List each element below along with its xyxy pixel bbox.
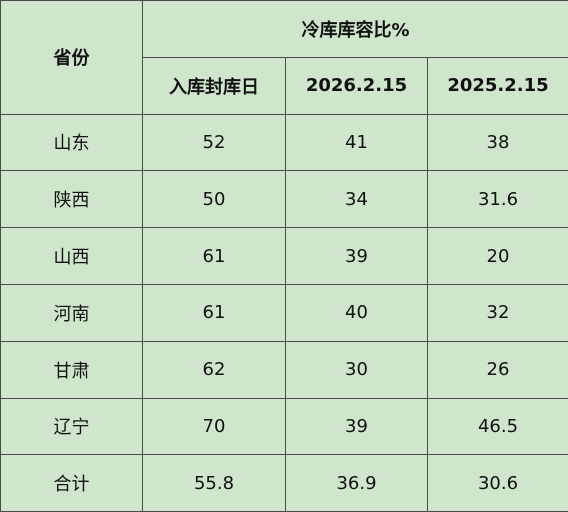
cell: 38 — [426, 113, 568, 172]
column-header: 2025.2.15 — [426, 56, 568, 115]
row-label: 陕西 — [0, 170, 143, 229]
cell: 52 — [142, 113, 286, 172]
cell: 39 — [285, 227, 428, 285]
row-label: 合计 — [0, 454, 143, 512]
cell: 32 — [426, 283, 568, 342]
table-header: 省份 冷库库容比% 入库封库日 2026.2.15 2025.2.15 — [0, 0, 568, 115]
cell: 20 — [426, 227, 568, 285]
cell: 36.9 — [285, 454, 428, 512]
header-row: 省份 冷库库容比% — [0, 0, 568, 115]
column-header: 入库封库日 — [142, 56, 286, 115]
header-row: 入库封库日 2026.2.15 2025.2.15 — [1, 56, 568, 115]
table-row: 山西 61 39 20 — [0, 227, 568, 285]
cell: 34 — [285, 170, 428, 229]
cell: 62 — [142, 340, 286, 399]
cell: 61 — [142, 283, 286, 342]
cell: 40 — [285, 283, 428, 342]
table-row: 河南 61 40 32 — [0, 283, 568, 342]
table-row: 陕西 50 34 31.6 — [0, 170, 568, 229]
cell: 41 — [285, 113, 428, 172]
row-label: 辽宁 — [0, 397, 143, 456]
row-label-header: 省份 — [0, 0, 143, 115]
row-label: 河南 — [0, 283, 143, 342]
cell: 39 — [285, 397, 428, 456]
cell: 31.6 — [426, 170, 568, 229]
cell: 30.6 — [426, 454, 568, 512]
group-header: 冷库库容比% — [141, 0, 568, 58]
cell: 46.5 — [426, 397, 568, 456]
table-row: 合计 55.8 36.9 30.6 — [0, 454, 568, 512]
cell: 61 — [142, 227, 286, 285]
table-row: 甘肃 62 30 26 — [0, 340, 568, 399]
table-row: 辽宁 70 39 46.5 — [0, 397, 568, 456]
table-body: 山东 52 41 38 陕西 50 34 31.6 山西 61 39 20 河南 61 40 32 甘肃 62 30… — [0, 113, 568, 512]
cell: 30 — [285, 340, 428, 399]
cell: 50 — [142, 170, 286, 229]
row-label: 山西 — [0, 227, 143, 285]
column-header: 2026.2.15 — [285, 56, 428, 115]
row-label: 山东 — [0, 113, 143, 172]
cell: 26 — [426, 340, 568, 399]
row-label: 甘肃 — [0, 340, 143, 399]
cell: 55.8 — [142, 454, 286, 512]
table-row: 山东 52 41 38 — [0, 113, 568, 172]
cell: 70 — [142, 397, 286, 456]
